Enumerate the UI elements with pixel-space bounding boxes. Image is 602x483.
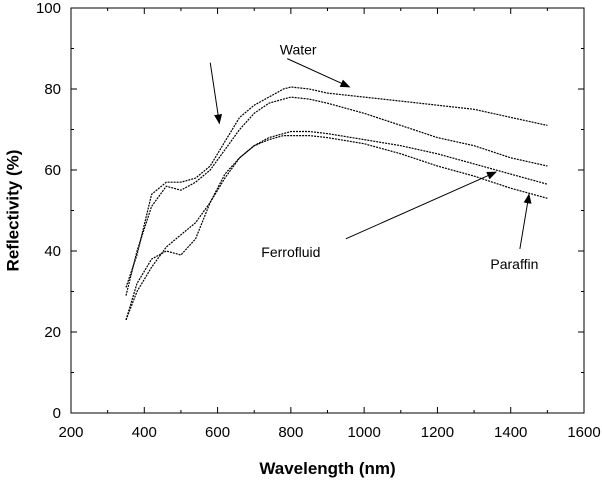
series-line-2	[125, 96, 548, 296]
annotation-label: Ferrofluid	[261, 244, 320, 260]
annotation-arrow	[286, 58, 351, 88]
x-tick-label: 1600	[567, 424, 600, 441]
annotation-arrow	[345, 171, 497, 240]
x-tick-label: 1200	[421, 424, 454, 441]
annotation-3: Paraffin	[490, 193, 538, 272]
y-axis-title: Reflectivity (%)	[3, 150, 22, 272]
y-tick-labels: 0 20 40 60 80 100	[36, 0, 61, 422]
x-tick-labels: 200 400 600 800 1000 1200 1400 1600	[58, 424, 600, 441]
y-tick-label: 0	[53, 405, 61, 422]
series-line-4	[125, 135, 548, 321]
annotation-2: Ferrofluid	[261, 171, 497, 260]
x-tick-label: 1000	[347, 424, 380, 441]
data-series	[125, 86, 548, 321]
annotation-label: Water	[280, 42, 317, 58]
annotation-1: Water	[209, 42, 351, 125]
annotation-arrow	[209, 62, 223, 125]
y-tick-label: 20	[44, 324, 61, 341]
y-tick-label: 80	[44, 81, 61, 98]
x-tick-label: 600	[205, 424, 230, 441]
axis-ticks	[70, 7, 585, 414]
x-axis-title: Wavelength (nm)	[259, 459, 395, 478]
y-tick-label: 100	[36, 0, 61, 17]
y-tick-label: 40	[44, 243, 61, 260]
annotation-arrow	[519, 193, 532, 250]
plot-area-border	[70, 7, 585, 414]
plot-frame	[70, 7, 585, 414]
x-tick-label: 400	[132, 424, 157, 441]
series-line-3	[125, 130, 548, 321]
y-tick-label: 60	[44, 162, 61, 179]
x-tick-label: 1400	[494, 424, 527, 441]
x-tick-label: 800	[278, 424, 303, 441]
x-tick-label: 200	[58, 424, 83, 441]
annotations: Water Ferrofluid Paraffin	[209, 42, 538, 272]
series-line-1	[125, 86, 548, 288]
annotation-label: Paraffin	[490, 256, 538, 272]
